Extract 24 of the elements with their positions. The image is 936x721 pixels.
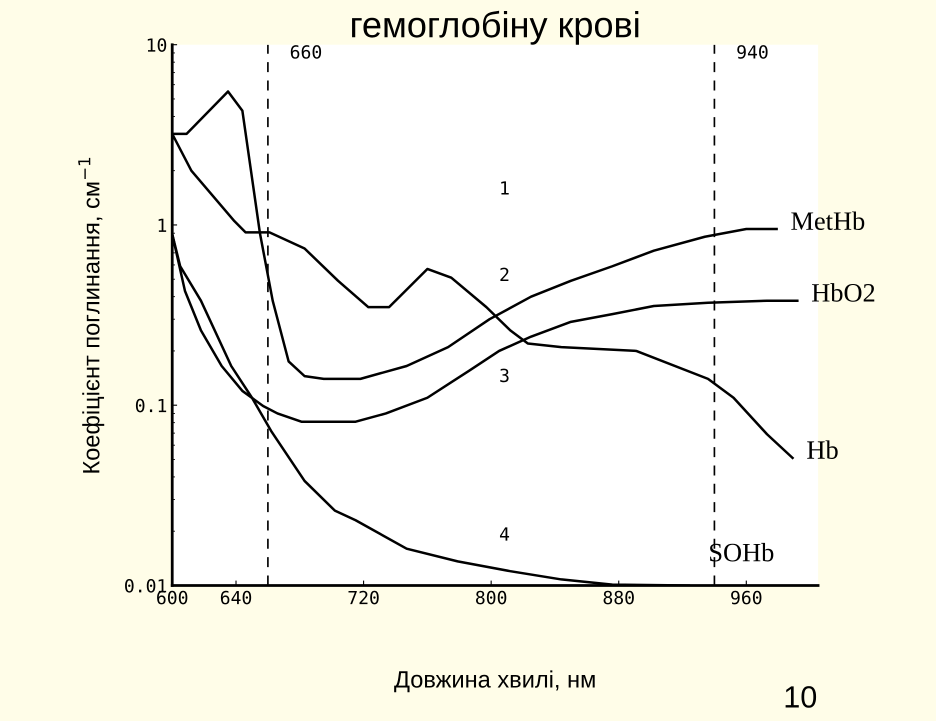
ref-line-label: 940 [737, 45, 768, 59]
x-tick-label: 880 [604, 590, 634, 604]
y-tick-label: 0.1 [136, 398, 166, 412]
annotation: 2 [500, 268, 508, 282]
series-label: MetHb [791, 211, 864, 230]
text: 10 [786, 686, 816, 708]
ref-line-label: 660 [290, 45, 322, 59]
x-tick-label: 720 [348, 590, 379, 604]
series-label: SOHb [710, 542, 774, 562]
y-axis-title: Коефіцієнт поглинання, см$^{−1}$ [78, 158, 104, 473]
annotation: 4 [500, 527, 510, 541]
x-tick-label: 800 [476, 590, 506, 604]
chart-title: гемоглобіну крові [352, 10, 638, 45]
series-label: HbO2 [812, 283, 874, 302]
annotation: 1 [501, 181, 509, 195]
x-tick-label: 960 [731, 590, 762, 604]
x-tick-label: 640 [220, 590, 252, 604]
series-label: Hb [807, 440, 838, 459]
y-tick-label: 0.01 [125, 578, 166, 593]
y-tick-label: 10 [148, 38, 166, 52]
x-tick-label: 600 [157, 590, 188, 604]
y-tick-label: 1 [158, 218, 166, 232]
annotation: 3 [500, 368, 509, 382]
x-axis-title: Довжина хвилі, нм [394, 670, 595, 692]
